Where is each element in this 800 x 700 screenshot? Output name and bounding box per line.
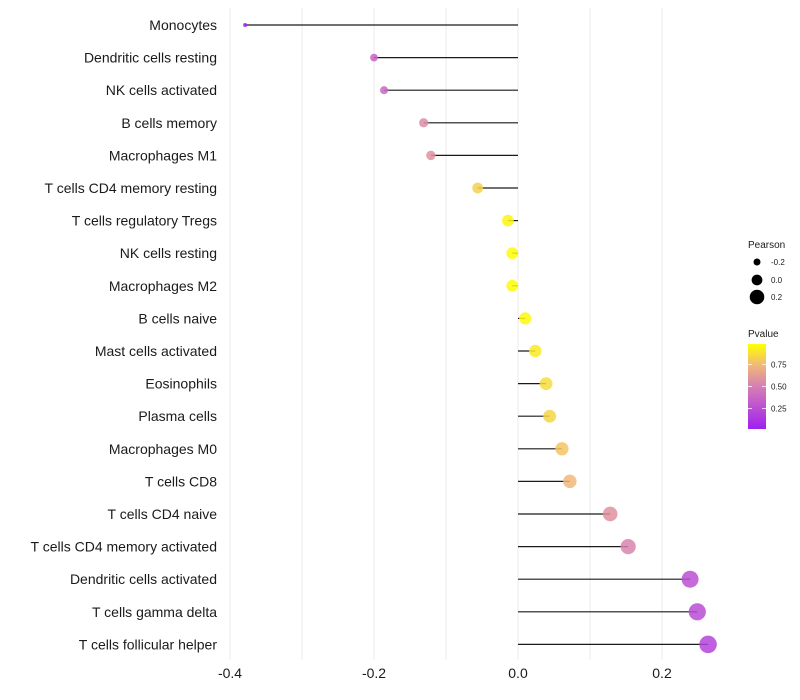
point <box>370 53 378 62</box>
point <box>543 409 557 423</box>
y-label: Mast cells activated <box>95 343 217 359</box>
y-label: Dendritic cells resting <box>84 50 217 66</box>
y-axis-labels: Monocytes Dendritic cells resting NK cells… <box>31 17 218 652</box>
color-tick-label: 0.25 <box>771 405 787 414</box>
gridlines <box>229 8 663 660</box>
x-axis-ticks: -0.4 -0.2 0.0 0.2 <box>218 665 672 681</box>
y-label: T cells CD4 memory resting <box>45 180 217 196</box>
y-label: NK cells resting <box>120 245 217 261</box>
y-label: T cells regulatory Tregs <box>72 213 217 229</box>
legend-size-label: 0.0 <box>771 276 783 285</box>
point <box>688 603 706 621</box>
color-tick-label: 0.75 <box>771 360 787 369</box>
point <box>380 86 389 95</box>
legend-size-label: -0.2 <box>771 258 785 267</box>
y-label: Plasma cells <box>138 408 217 424</box>
y-label: Macrophages M2 <box>109 278 217 294</box>
point <box>519 312 532 325</box>
y-label: Macrophages M1 <box>109 147 217 163</box>
y-label: B cells naive <box>138 310 217 326</box>
point <box>681 570 699 588</box>
x-tick-label: -0.2 <box>362 665 386 681</box>
y-label: Monocytes <box>149 17 217 33</box>
point <box>426 150 436 161</box>
legend-color-title: Pvalue <box>748 329 779 340</box>
point <box>419 118 429 128</box>
color-legend-ticks: 0.75 0.50 0.25 <box>748 360 787 414</box>
legend-size-dot <box>751 274 763 286</box>
point <box>506 279 519 292</box>
point <box>539 377 553 390</box>
y-label: B cells memory <box>121 115 217 131</box>
color-tick-label: 0.50 <box>771 383 787 392</box>
legend-size-title: Pearson <box>748 240 785 251</box>
color-bar <box>748 344 766 429</box>
point <box>563 474 577 489</box>
x-tick-label: -0.4 <box>218 665 242 681</box>
y-label: T cells CD8 <box>145 473 217 489</box>
point <box>602 506 618 522</box>
legend-size-dot <box>749 289 765 305</box>
y-label: Dendritic cells activated <box>70 571 217 587</box>
legend-size-label: 0.2 <box>771 293 783 302</box>
point <box>506 247 519 260</box>
point <box>620 539 636 555</box>
legend: Pearson -0.2 0.0 0.2 Pvalue 0.75 0.50 0.25 <box>748 240 787 429</box>
y-label: NK cells activated <box>106 82 217 98</box>
point <box>529 344 542 358</box>
point <box>243 22 248 28</box>
points <box>243 22 717 654</box>
x-tick-label: 0.0 <box>508 665 528 681</box>
x-tick-label: 0.2 <box>652 665 672 681</box>
point <box>699 635 717 654</box>
segments <box>245 24 709 646</box>
y-label: T cells follicular helper <box>79 636 218 652</box>
point <box>502 214 514 227</box>
y-label: T cells CD4 naive <box>108 506 218 522</box>
point <box>472 182 484 194</box>
size-legend: -0.2 0.0 0.2 <box>749 258 785 305</box>
y-label: T cells CD4 memory activated <box>31 539 217 555</box>
legend-size-dot <box>753 258 761 266</box>
y-label: T cells gamma delta <box>92 604 217 620</box>
y-label: Macrophages M0 <box>109 441 217 457</box>
point <box>555 442 569 456</box>
y-label: Eosinophils <box>145 376 217 392</box>
